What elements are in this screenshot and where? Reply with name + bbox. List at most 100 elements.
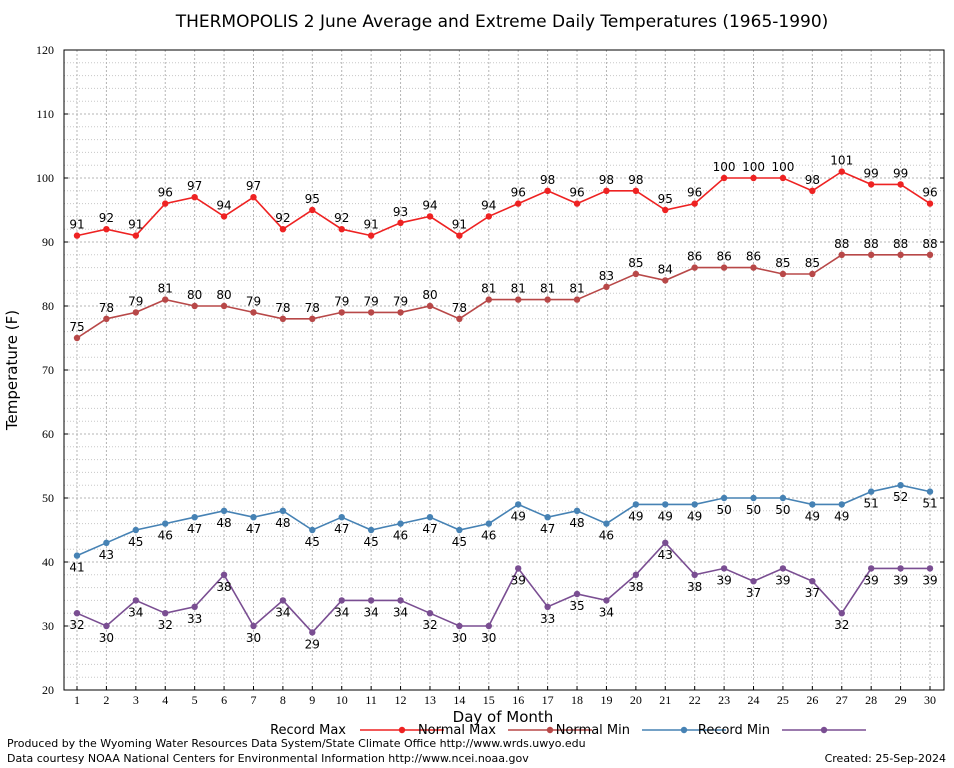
record-min-point (338, 597, 345, 604)
x-tick-label: 6 (221, 693, 227, 707)
legend-marker-normal-max (546, 726, 554, 734)
x-tick-label: 29 (895, 693, 907, 707)
record-max-point (867, 181, 875, 188)
normal-max-data-label: 78 (99, 301, 114, 315)
normal-min-line (76, 484, 931, 557)
normal-min-data-label: 49 (834, 509, 849, 523)
normal-max-point (397, 309, 404, 316)
record-min-point (750, 578, 757, 585)
normal-min-data-label: 46 (158, 529, 173, 543)
record-min-point (515, 565, 522, 572)
normal-min-point (191, 514, 198, 521)
normal-max-data-label: 83 (599, 269, 614, 283)
normal-min-data-label: 48 (569, 516, 584, 530)
x-tick-label: 28 (865, 693, 877, 707)
record-max-data-label: 91 (363, 218, 378, 232)
normal-max-data-label: 79 (334, 294, 349, 308)
legend: Record Max Normal Max Normal Min Record Min (270, 723, 866, 738)
record-min-point (397, 597, 404, 604)
x-tick-label: 26 (806, 693, 818, 707)
normal-min-point (426, 514, 434, 521)
record-min-point (73, 610, 81, 617)
record-min-data-label: 37 (805, 586, 820, 600)
x-tick-label: 30 (924, 693, 936, 707)
normal-min-point (573, 507, 581, 514)
record-min-point (456, 622, 463, 630)
normal-max-data-label: 80 (422, 288, 437, 302)
record-min-point (544, 603, 551, 610)
normal-max-data-label: 80 (187, 288, 202, 302)
x-tick-label: 25 (777, 693, 789, 707)
normal-min-data-label: 48 (216, 516, 231, 530)
record-min-data-label: 39 (775, 573, 790, 587)
record-min-point (485, 622, 492, 630)
normal-min-point (809, 501, 816, 508)
normal-max-data-label: 85 (628, 256, 643, 270)
footer-data-courtesy: Data courtesy NOAA National Centers for … (7, 752, 529, 765)
normal-min-data-label: 45 (363, 535, 378, 549)
x-tick-label: 15 (483, 693, 495, 707)
record-min-data-label: 32 (69, 618, 84, 632)
record-min-data-label: 38 (687, 580, 702, 594)
normal-max-point (691, 264, 698, 271)
normal-min-point (397, 520, 404, 527)
normal-max-point (162, 296, 169, 303)
record-min-data-label: 34 (599, 605, 614, 619)
normal-max-data-label: 81 (158, 282, 173, 296)
y-tick-label: 40 (42, 555, 54, 569)
normal-max-point (603, 283, 610, 290)
x-tick-label: 18 (571, 693, 583, 707)
x-tick-label: 9 (309, 693, 315, 707)
normal-min-point (515, 501, 522, 508)
record-max-point (426, 213, 434, 220)
record-max-point (573, 200, 581, 207)
x-tick-label: 13 (424, 693, 436, 707)
normal-min-point (103, 539, 110, 546)
record-min-point (691, 571, 698, 578)
record-max-data-label: 91 (452, 218, 467, 232)
normal-max-point (926, 251, 934, 258)
normal-max-data-label: 88 (893, 237, 908, 251)
normal-max-point (367, 309, 375, 316)
normal-min-data-label: 49 (628, 509, 643, 523)
record-min-point (720, 565, 728, 572)
record-max-data-label: 95 (305, 192, 320, 206)
x-axis-label: Day of Month (453, 708, 554, 726)
record-max-point (132, 232, 140, 239)
normal-min-point (220, 507, 228, 514)
record-min-point (867, 565, 875, 572)
normal-min-data-label: 46 (481, 529, 496, 543)
record-max-point (162, 200, 169, 207)
record-max-point (662, 206, 669, 214)
record-min-data-label: 33 (540, 612, 555, 626)
record-max-point (338, 226, 345, 233)
legend-label-record-max: Record Max (270, 723, 346, 738)
normal-max-data-label: 88 (834, 237, 849, 251)
normal-max-point (73, 334, 81, 342)
normal-max-point (662, 277, 669, 284)
record-min-data-label: 30 (99, 631, 114, 645)
normal-min-point (838, 501, 845, 508)
record-min-point (838, 610, 845, 617)
record-min-point (103, 622, 110, 630)
normal-min-point (73, 552, 81, 559)
record-min-data-label: 30 (246, 631, 261, 645)
normal-max-data-label: 79 (128, 294, 143, 308)
record-min-point (367, 597, 375, 604)
record-max-point (250, 194, 257, 201)
record-max-point (926, 200, 934, 207)
normal-min-data-label: 48 (275, 516, 290, 530)
record-min-point (632, 571, 640, 578)
normal-max-point (779, 270, 787, 278)
record-min-data-label: 34 (128, 605, 143, 619)
normal-min-data-label: 50 (775, 503, 790, 517)
legend-marker-record-max (398, 726, 406, 734)
record-min-data-label: 39 (716, 573, 731, 587)
y-tick-label: 20 (42, 683, 54, 697)
y-tick-label: 50 (42, 491, 54, 505)
normal-max-point (338, 309, 345, 316)
legend-label-record-min: Record Min (698, 723, 770, 738)
x-tick-label: 20 (630, 693, 642, 707)
record-max-data-label: 100 (713, 160, 736, 174)
